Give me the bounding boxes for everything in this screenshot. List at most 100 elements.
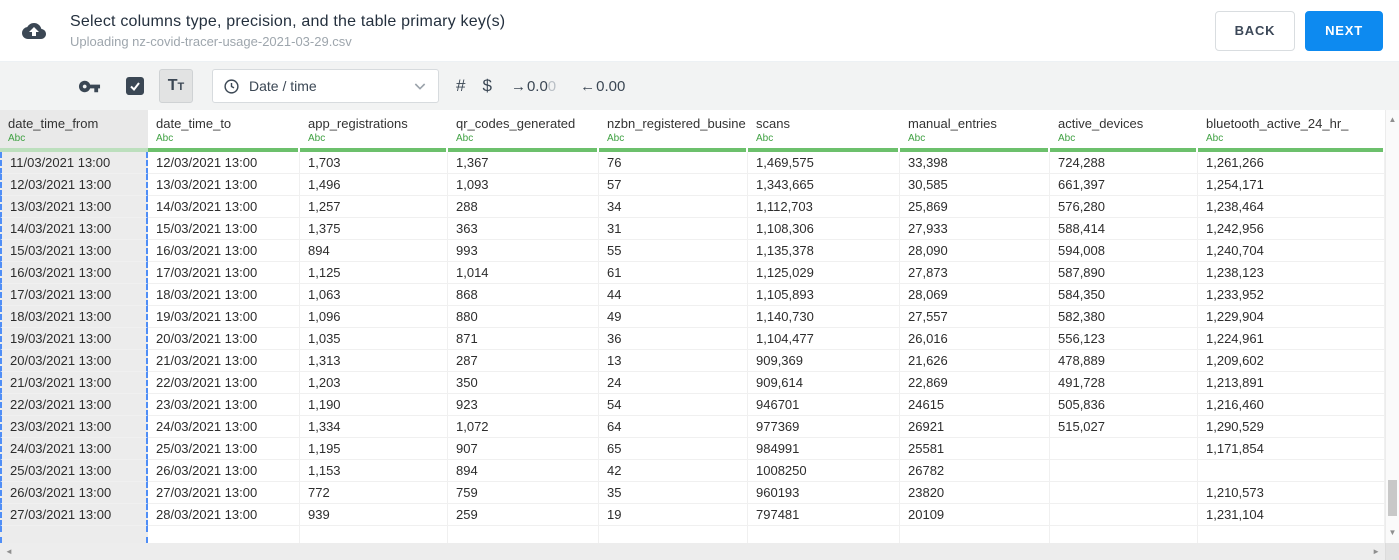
table-cell[interactable]: 350 xyxy=(448,372,599,394)
table-cell[interactable]: 868 xyxy=(448,284,599,306)
scroll-left-arrow-icon[interactable]: ◄ xyxy=(5,547,13,556)
table-cell[interactable]: 1,135,378 xyxy=(748,240,900,262)
table-cell[interactable]: 1,496 xyxy=(300,174,448,196)
table-cell[interactable]: 18/03/2021 13:00 xyxy=(148,284,300,306)
boolean-type-checkbox[interactable] xyxy=(126,77,144,95)
number-type-button[interactable]: # xyxy=(456,76,466,95)
table-cell[interactable]: 25581 xyxy=(900,438,1050,460)
table-cell[interactable]: 594,008 xyxy=(1050,240,1198,262)
table-cell[interactable]: 11/03/2021 13:00 xyxy=(0,152,148,174)
table-cell[interactable]: 36 xyxy=(599,328,748,350)
table-cell[interactable]: 26/03/2021 13:00 xyxy=(148,460,300,482)
table-cell[interactable]: 1,104,477 xyxy=(748,328,900,350)
table-cell[interactable]: 26921 xyxy=(900,416,1050,438)
table-cell[interactable] xyxy=(1050,460,1198,482)
table-cell[interactable]: 894 xyxy=(300,240,448,262)
vertical-scroll-thumb[interactable] xyxy=(1388,480,1397,516)
table-cell[interactable]: 1,216,460 xyxy=(1198,394,1385,416)
column-header-active_devices[interactable]: active_devices Abc xyxy=(1050,110,1198,152)
table-cell[interactable]: 18/03/2021 13:00 xyxy=(0,306,148,328)
table-cell[interactable]: 960193 xyxy=(748,482,900,504)
table-cell[interactable]: 26782 xyxy=(900,460,1050,482)
table-cell[interactable]: 1,290,529 xyxy=(1198,416,1385,438)
table-cell[interactable]: 588,414 xyxy=(1050,218,1198,240)
table-cell[interactable] xyxy=(1050,438,1198,460)
table-cell[interactable] xyxy=(1050,482,1198,504)
table-cell[interactable]: 57 xyxy=(599,174,748,196)
table-cell[interactable]: 26/03/2021 13:00 xyxy=(0,482,148,504)
table-cell[interactable]: 35 xyxy=(599,482,748,504)
table-cell[interactable]: 27/03/2021 13:00 xyxy=(0,504,148,526)
table-cell[interactable]: 1,093 xyxy=(448,174,599,196)
column-header-bluetooth_active_24_hr_[interactable]: bluetooth_active_24_hr_ Abc xyxy=(1198,110,1385,152)
table-cell[interactable] xyxy=(1050,526,1198,543)
table-cell[interactable]: 759 xyxy=(448,482,599,504)
table-cell[interactable] xyxy=(1050,504,1198,526)
table-cell[interactable]: 55 xyxy=(599,240,748,262)
table-cell[interactable]: 1,703 xyxy=(300,152,448,174)
table-cell[interactable]: 1,224,961 xyxy=(1198,328,1385,350)
table-cell[interactable]: 1,229,904 xyxy=(1198,306,1385,328)
column-header-scans[interactable]: scans Abc xyxy=(748,110,900,152)
table-cell[interactable] xyxy=(300,526,448,543)
table-cell[interactable] xyxy=(148,526,300,543)
column-header-qr_codes_generated[interactable]: qr_codes_generated Abc xyxy=(448,110,599,152)
table-cell[interactable]: 28,069 xyxy=(900,284,1050,306)
table-cell[interactable]: 797481 xyxy=(748,504,900,526)
table-cell[interactable]: 13/03/2021 13:00 xyxy=(0,196,148,218)
table-cell[interactable]: 505,836 xyxy=(1050,394,1198,416)
table-cell[interactable]: 16/03/2021 13:00 xyxy=(148,240,300,262)
table-cell[interactable]: 1,238,464 xyxy=(1198,196,1385,218)
table-cell[interactable]: 19/03/2021 13:00 xyxy=(148,306,300,328)
table-cell[interactable]: 1,261,266 xyxy=(1198,152,1385,174)
table-cell[interactable]: 587,890 xyxy=(1050,262,1198,284)
table-cell[interactable]: 24/03/2021 13:00 xyxy=(148,416,300,438)
table-cell[interactable]: 23/03/2021 13:00 xyxy=(148,394,300,416)
table-cell[interactable]: 1,014 xyxy=(448,262,599,284)
increase-precision-button[interactable]: → 0.0 0 xyxy=(511,78,556,95)
currency-type-button[interactable]: $ xyxy=(482,76,492,95)
table-cell[interactable]: 939 xyxy=(300,504,448,526)
table-cell[interactable]: 1,257 xyxy=(300,196,448,218)
table-cell[interactable]: 909,614 xyxy=(748,372,900,394)
table-cell[interactable]: 13 xyxy=(599,350,748,372)
table-cell[interactable]: 1008250 xyxy=(748,460,900,482)
table-cell[interactable]: 1,334 xyxy=(300,416,448,438)
table-cell[interactable]: 28,090 xyxy=(900,240,1050,262)
table-cell[interactable]: 64 xyxy=(599,416,748,438)
table-cell[interactable]: 556,123 xyxy=(1050,328,1198,350)
table-cell[interactable]: 33,398 xyxy=(900,152,1050,174)
table-cell[interactable]: 20109 xyxy=(900,504,1050,526)
table-cell[interactable]: 907 xyxy=(448,438,599,460)
table-cell[interactable] xyxy=(1198,460,1385,482)
primary-key-icon[interactable] xyxy=(78,75,101,98)
table-cell[interactable]: 25/03/2021 13:00 xyxy=(0,460,148,482)
table-cell[interactable]: 1,096 xyxy=(300,306,448,328)
table-cell[interactable]: 977369 xyxy=(748,416,900,438)
table-cell[interactable]: 1,313 xyxy=(300,350,448,372)
scroll-up-arrow-icon[interactable]: ▲ xyxy=(1388,115,1397,124)
table-cell[interactable] xyxy=(900,526,1050,543)
table-cell[interactable]: 15/03/2021 13:00 xyxy=(148,218,300,240)
table-cell[interactable]: 363 xyxy=(448,218,599,240)
table-cell[interactable]: 21,626 xyxy=(900,350,1050,372)
table-cell[interactable]: 23820 xyxy=(900,482,1050,504)
table-cell[interactable]: 582,380 xyxy=(1050,306,1198,328)
table-cell[interactable]: 27,933 xyxy=(900,218,1050,240)
table-cell[interactable]: 17/03/2021 13:00 xyxy=(0,284,148,306)
table-cell[interactable]: 1,072 xyxy=(448,416,599,438)
table-cell[interactable]: 1,233,952 xyxy=(1198,284,1385,306)
table-cell[interactable]: 993 xyxy=(448,240,599,262)
table-cell[interactable]: 15/03/2021 13:00 xyxy=(0,240,148,262)
table-cell[interactable]: 1,190 xyxy=(300,394,448,416)
table-cell[interactable]: 19 xyxy=(599,504,748,526)
table-cell[interactable]: 24615 xyxy=(900,394,1050,416)
table-cell[interactable]: 288 xyxy=(448,196,599,218)
column-header-date_time_to[interactable]: date_time_to Abc xyxy=(148,110,300,152)
table-cell[interactable]: 28/03/2021 13:00 xyxy=(148,504,300,526)
table-cell[interactable]: 22/03/2021 13:00 xyxy=(0,394,148,416)
table-cell[interactable]: 1,035 xyxy=(300,328,448,350)
table-cell[interactable] xyxy=(0,526,148,543)
table-cell[interactable]: 27,873 xyxy=(900,262,1050,284)
table-cell[interactable]: 1,210,573 xyxy=(1198,482,1385,504)
